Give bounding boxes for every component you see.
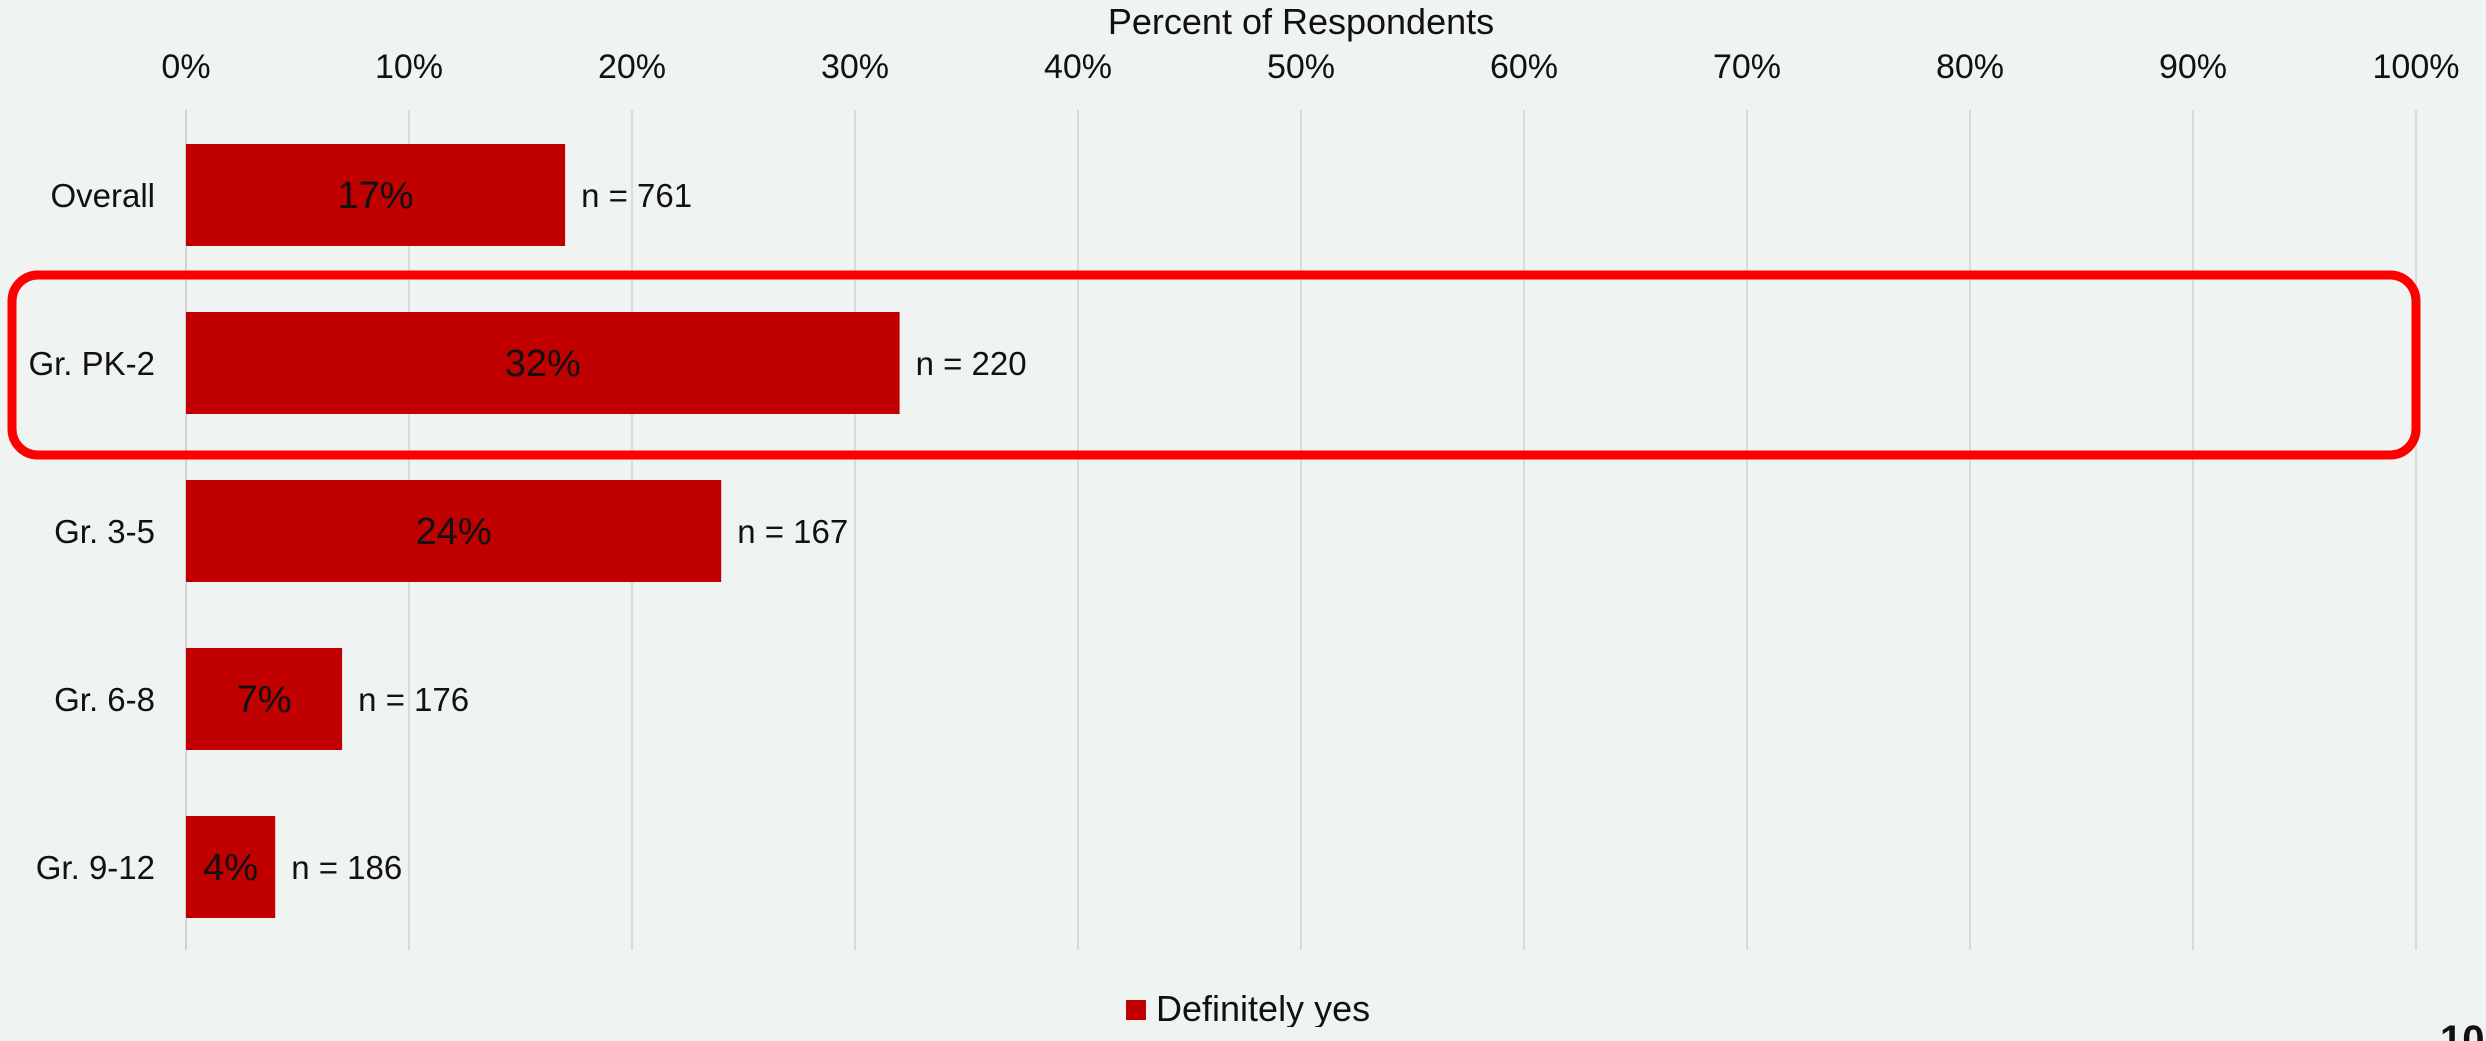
x-tick-label: 20% — [598, 48, 666, 86]
bar — [186, 480, 722, 582]
x-tick-label: 0% — [161, 48, 210, 86]
sample-size-label: n = 167 — [737, 513, 848, 550]
category-label: Gr. 6-8 — [54, 681, 155, 718]
bar-value-label: 7% — [237, 679, 292, 721]
bar — [186, 144, 566, 246]
bar-value-label: 17% — [338, 175, 414, 217]
bar-value-label: 32% — [505, 343, 581, 385]
legend-label: Definitely yes — [1156, 988, 1370, 1027]
page-number: 10 — [2440, 1018, 2485, 1041]
category-label: Gr. PK-2 — [28, 345, 155, 382]
gridlines — [408, 110, 2417, 950]
bar-value-label: 4% — [203, 847, 258, 889]
sample-size-label: n = 761 — [581, 177, 692, 214]
x-axis-ticks: 0% 10% 20% 30% 40% 50% 60% 70% 80% 90% 100% — [161, 48, 2459, 86]
sample-size-label: n = 220 — [916, 345, 1027, 382]
x-tick-label: 70% — [1713, 48, 1781, 86]
bar — [186, 312, 900, 414]
x-axis-title: Percent of Respondents — [1108, 1, 1494, 42]
legend: Definitely yes — [1126, 988, 1370, 1027]
category-label: Gr. 9-12 — [36, 849, 155, 886]
x-tick-label: 50% — [1267, 48, 1335, 86]
x-tick-label: 60% — [1490, 48, 1558, 86]
sample-size-label: n = 186 — [291, 849, 402, 886]
bar — [186, 648, 343, 750]
category-label: Overall — [50, 177, 155, 214]
bar — [186, 816, 276, 918]
x-tick-label: 40% — [1044, 48, 1112, 86]
bar-value-label: 24% — [416, 511, 492, 553]
bars: 17% 32% 24% 7% 4% — [186, 144, 900, 918]
x-tick-label: 90% — [2159, 48, 2227, 86]
category-labels: Overall Gr. PK-2 Gr. 3-5 Gr. 6-8 Gr. 9-12 — [28, 177, 155, 886]
sample-size-labels: n = 761 n = 220 n = 167 n = 176 n = 186 — [291, 177, 1026, 886]
x-tick-label: 30% — [821, 48, 889, 86]
x-tick-label: 10% — [375, 48, 443, 86]
legend-swatch — [1126, 1000, 1146, 1020]
x-tick-label: 100% — [2373, 48, 2460, 86]
highlight-box — [7, 270, 2421, 460]
x-tick-label: 80% — [1936, 48, 2004, 86]
sample-size-label: n = 176 — [358, 681, 469, 718]
category-label: Gr. 3-5 — [54, 513, 155, 550]
